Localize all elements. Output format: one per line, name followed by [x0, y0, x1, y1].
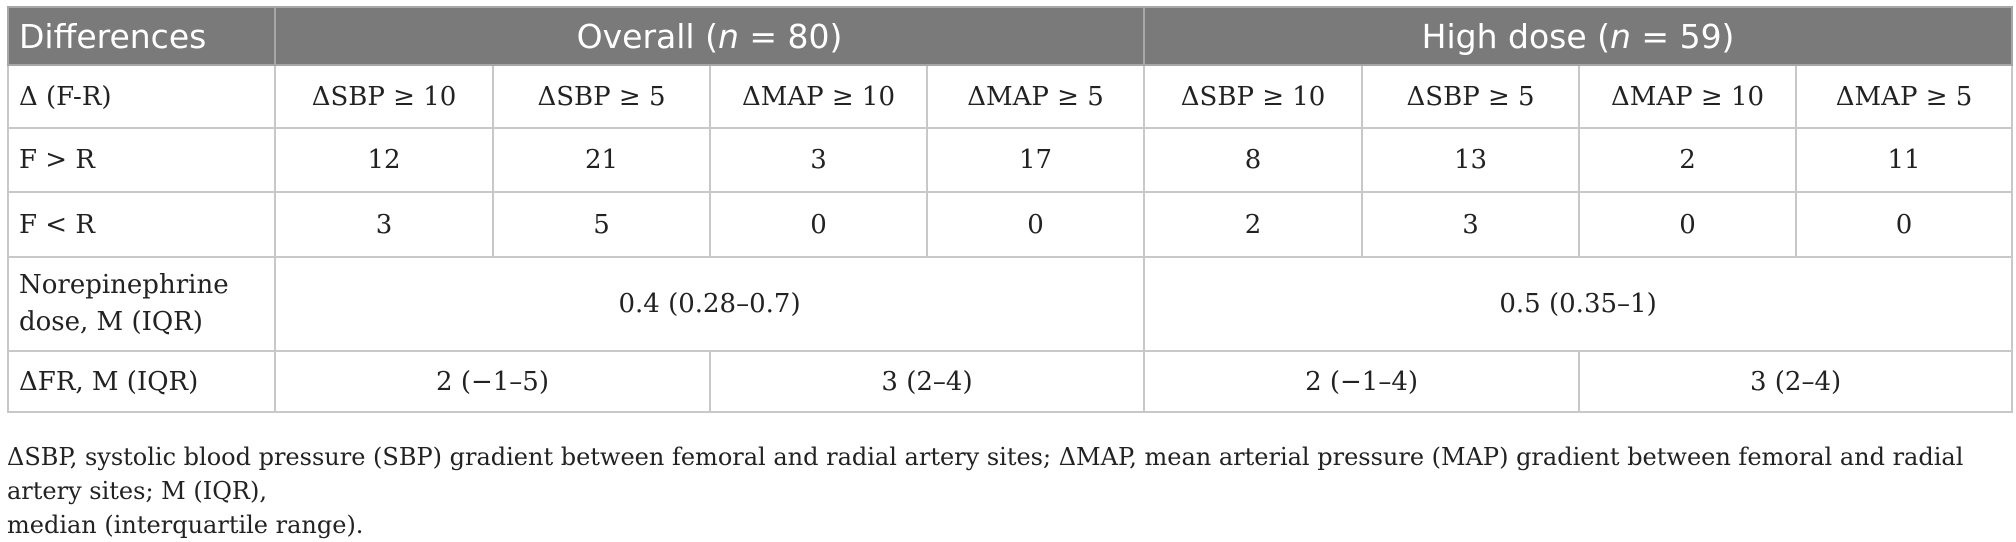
table-cell: 12: [274, 127, 494, 193]
row-label-f-gt-r: F > R: [7, 127, 276, 193]
header-high-dose: High dose (n = 59): [1143, 6, 2014, 66]
table-cell: 5: [492, 191, 711, 258]
col-high-map10: ΔMAP ≥ 10: [1578, 64, 1798, 129]
table-cell: 3: [709, 127, 928, 193]
footnote-line-2: median (interquartile range).: [7, 511, 364, 539]
norepinephrine-overall: 0.4 (0.28–0.7): [273, 256, 1146, 352]
header-overall: Overall (n = 80): [273, 6, 1146, 66]
dfr-row: ΔFR, M (IQR) 2 (−1–5) 3 (2–4) 2 (−1–4) 3…: [7, 350, 2014, 413]
dfr-overall-sbp: 2 (−1–5): [274, 350, 711, 413]
col-overall-map10: ΔMAP ≥ 10: [709, 64, 928, 129]
table-cell: 3: [1361, 191, 1581, 258]
col-overall-sbp10: ΔSBP ≥ 10: [274, 64, 494, 129]
table-cell: 8: [1143, 127, 1364, 193]
table-cell: 3: [274, 191, 494, 258]
row-label-norepinephrine: Norepinephrine dose, M (IQR): [7, 256, 276, 352]
f-greater-r-row: F > R 12 21 3 17 8 13 2 11: [7, 127, 2014, 193]
table-cell: 0: [1578, 191, 1798, 258]
table-cell: 17: [925, 127, 1146, 193]
table-footnote: ΔSBP, systolic blood pressure (SBP) grad…: [7, 440, 2011, 542]
table-cell: 0: [1795, 191, 2014, 258]
header-row: Differences Overall (n = 80) High dose (…: [7, 6, 2014, 66]
table-cell: 0: [925, 191, 1146, 258]
dfr-high-sbp: 2 (−1–4): [1143, 350, 1581, 413]
table-cell: 2: [1578, 127, 1798, 193]
col-high-sbp10: ΔSBP ≥ 10: [1143, 64, 1364, 129]
data-table: Differences Overall (n = 80) High dose (…: [7, 6, 2014, 413]
dfr-overall-map: 3 (2–4): [708, 350, 1146, 413]
row-label-dfr: ΔFR, M (IQR): [7, 350, 276, 413]
header-differences: Differences: [7, 6, 276, 66]
table-cell: 2: [1143, 191, 1364, 258]
col-high-sbp5: ΔSBP ≥ 5: [1361, 64, 1581, 129]
col-overall-sbp5: ΔSBP ≥ 5: [492, 64, 711, 129]
table-container: Differences Overall (n = 80) High dose (…: [7, 6, 2014, 413]
col-high-map5: ΔMAP ≥ 5: [1795, 64, 2014, 129]
norepinephrine-high: 0.5 (0.35–1): [1143, 256, 2014, 352]
table-cell: 11: [1795, 127, 2014, 193]
dfr-high-map: 3 (2–4): [1578, 350, 2014, 413]
row-label-f-lt-r: F < R: [7, 191, 276, 258]
table-cell: 13: [1361, 127, 1581, 193]
row-label-delta: Δ (F-R): [7, 64, 276, 129]
norepinephrine-row: Norepinephrine dose, M (IQR) 0.4 (0.28–0.…: [7, 256, 2014, 352]
footnote-line-1: ΔSBP, systolic blood pressure (SBP) grad…: [7, 443, 1964, 505]
table-cell: 21: [492, 127, 711, 193]
col-overall-map5: ΔMAP ≥ 5: [925, 64, 1146, 129]
f-less-r-row: F < R 3 5 0 0 2 3 0 0: [7, 191, 2014, 258]
delta-row: Δ (F-R) ΔSBP ≥ 10 ΔSBP ≥ 5 ΔMAP ≥ 10 ΔMA…: [7, 64, 2014, 129]
table-cell: 0: [709, 191, 928, 258]
